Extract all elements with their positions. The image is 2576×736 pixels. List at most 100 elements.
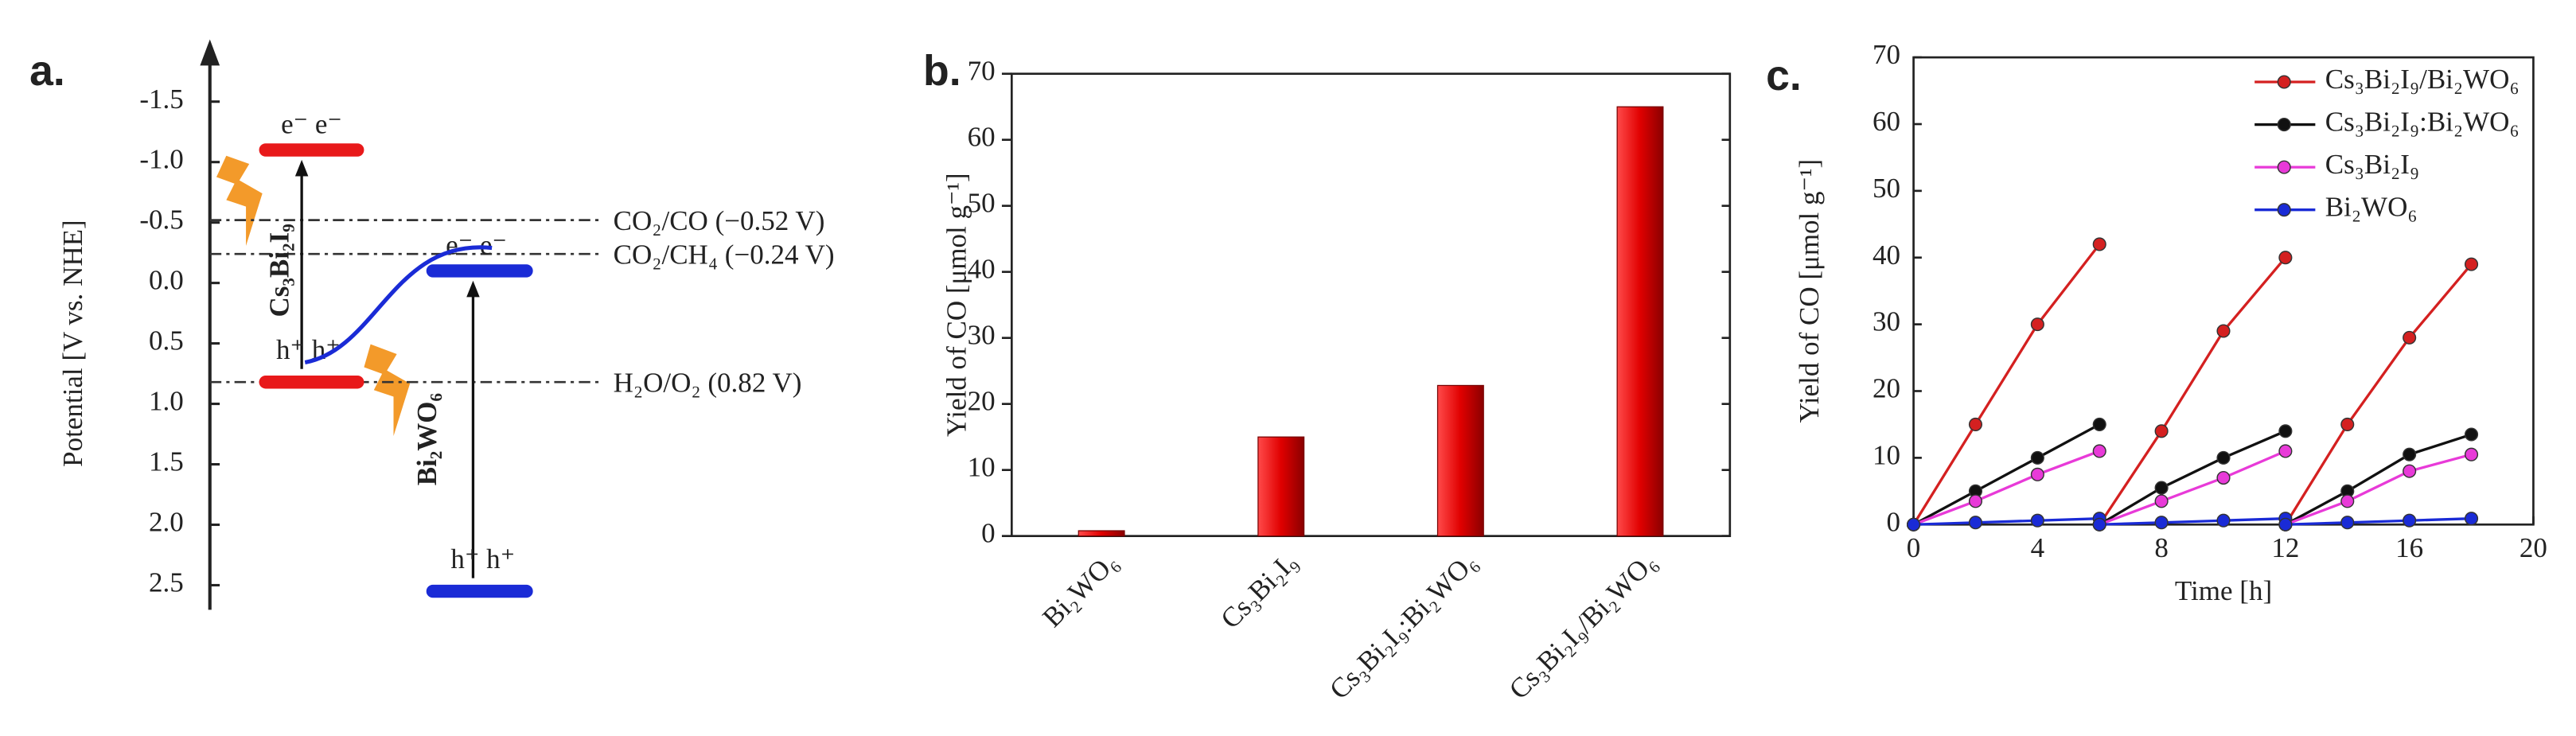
y-tick-label: 0.0 [149,265,184,296]
point [2030,317,2044,332]
point [2403,513,2417,528]
y-tick-label: 10 [968,452,996,483]
y-axis-label: Potential [V vs. NHE] [57,220,88,467]
point [2030,450,2044,465]
point [2216,324,2231,338]
series-line [1913,517,2472,526]
point [2278,424,2293,438]
point [2092,517,2106,532]
y-axis-label: Yield of CO [μmol g⁻¹] [1794,159,1825,423]
x-tick-label: 4 [2031,532,2045,563]
point [2216,450,2231,465]
point [2030,467,2044,481]
conduction-band [259,143,364,157]
y-tick-label: 60 [968,122,996,153]
y-tick-label: -0.5 [139,204,183,236]
conduction-band [426,264,533,278]
y-tick-label: 2.0 [149,507,184,538]
point [2278,444,2293,458]
hole-label: h⁺ h⁺ [450,543,515,574]
point [1907,517,1921,532]
point [1968,516,1983,530]
material-label: Bi₂WO₆ [411,393,442,485]
y-tick-label: 60 [1873,106,1900,137]
panel-label: b. [923,48,961,95]
point [2340,417,2355,431]
legend-marker [2277,160,2291,174]
point [2403,330,2417,345]
legend-marker [2277,203,2291,217]
bar [1257,436,1305,537]
arrow-head [294,159,309,177]
point [2340,516,2355,530]
redox-label: CO₂/CO (−0.52 V) [614,205,825,236]
x-tick-label: 16 [2395,532,2423,563]
arrow-head [466,280,480,298]
y-axis-label: Yield of CO [μmol g⁻¹] [941,173,972,437]
point [2340,494,2355,508]
point [2154,481,2169,495]
x-tick-label: 20 [2519,532,2547,563]
point [1968,417,1983,431]
bar [1616,106,1664,537]
point [2278,517,2293,532]
point [2464,512,2479,526]
point [2154,494,2169,508]
legend-marker [2277,75,2291,89]
point [2154,424,2169,438]
point [2092,444,2106,458]
bar [1436,384,1484,537]
y-tick-label: 30 [968,320,996,351]
legend-label: Cs₃Bi₂I₉:Bi₂WO₆ [2325,107,2519,138]
y-tick-label: 2.5 [149,567,184,598]
series-line [1912,423,2473,526]
valence-band [426,584,533,598]
y-tick-label: 50 [968,188,996,219]
y-tick-label: 50 [1873,173,1900,204]
y-tick-label: 1.0 [149,386,184,417]
y-tick-label: 10 [1873,439,1900,470]
point [2030,513,2044,528]
y-tick-label: -1.0 [139,144,183,175]
x-tick-label: 8 [2154,532,2169,563]
series-line [1912,450,2472,526]
y-tick-label: 40 [968,254,996,285]
transfer-curve [304,245,493,365]
point [2278,251,2293,265]
legend-label: Bi₂WO₆ [2325,192,2418,223]
y-tick-label: 1.5 [149,446,184,477]
valence-band [259,375,364,389]
y-tick-label: -1.5 [139,84,183,115]
y-tick-label: 70 [968,56,996,87]
legend-marker [2277,118,2291,132]
point [1968,494,1983,508]
redox-label: H₂O/O₂ (0.82 V) [614,367,802,398]
plot-frame [1010,72,1732,538]
electron-label: e⁻ e⁻ [446,230,507,261]
y-tick-label: 0 [981,518,996,549]
legend-label: Cs₃Bi₂I₉/Bi₂WO₆ [2325,64,2519,95]
material-label: Cs₃Bi₂I₉ [263,224,294,317]
axis-arrow [200,39,220,66]
light-icon [216,155,263,247]
point [2216,513,2231,528]
series-line [1912,243,2473,526]
point [2216,470,2231,485]
point [2464,447,2479,461]
legend-label: Cs₃Bi₂I₉ [2325,149,2419,180]
x-axis-label: Time [h] [2175,575,2272,606]
point [2403,464,2417,478]
x-tick-label: 12 [2271,532,2299,563]
y-tick-label: 20 [1873,373,1900,404]
point [2403,447,2417,461]
point [2464,427,2479,442]
panel-label: c. [1766,53,1802,99]
point [2092,417,2106,431]
bar [1078,530,1125,537]
x-tick-label: 0 [1907,532,1921,563]
y-tick-label: 30 [1873,306,1900,337]
light-icon [364,344,411,436]
y-tick-label: 0.5 [149,325,184,356]
